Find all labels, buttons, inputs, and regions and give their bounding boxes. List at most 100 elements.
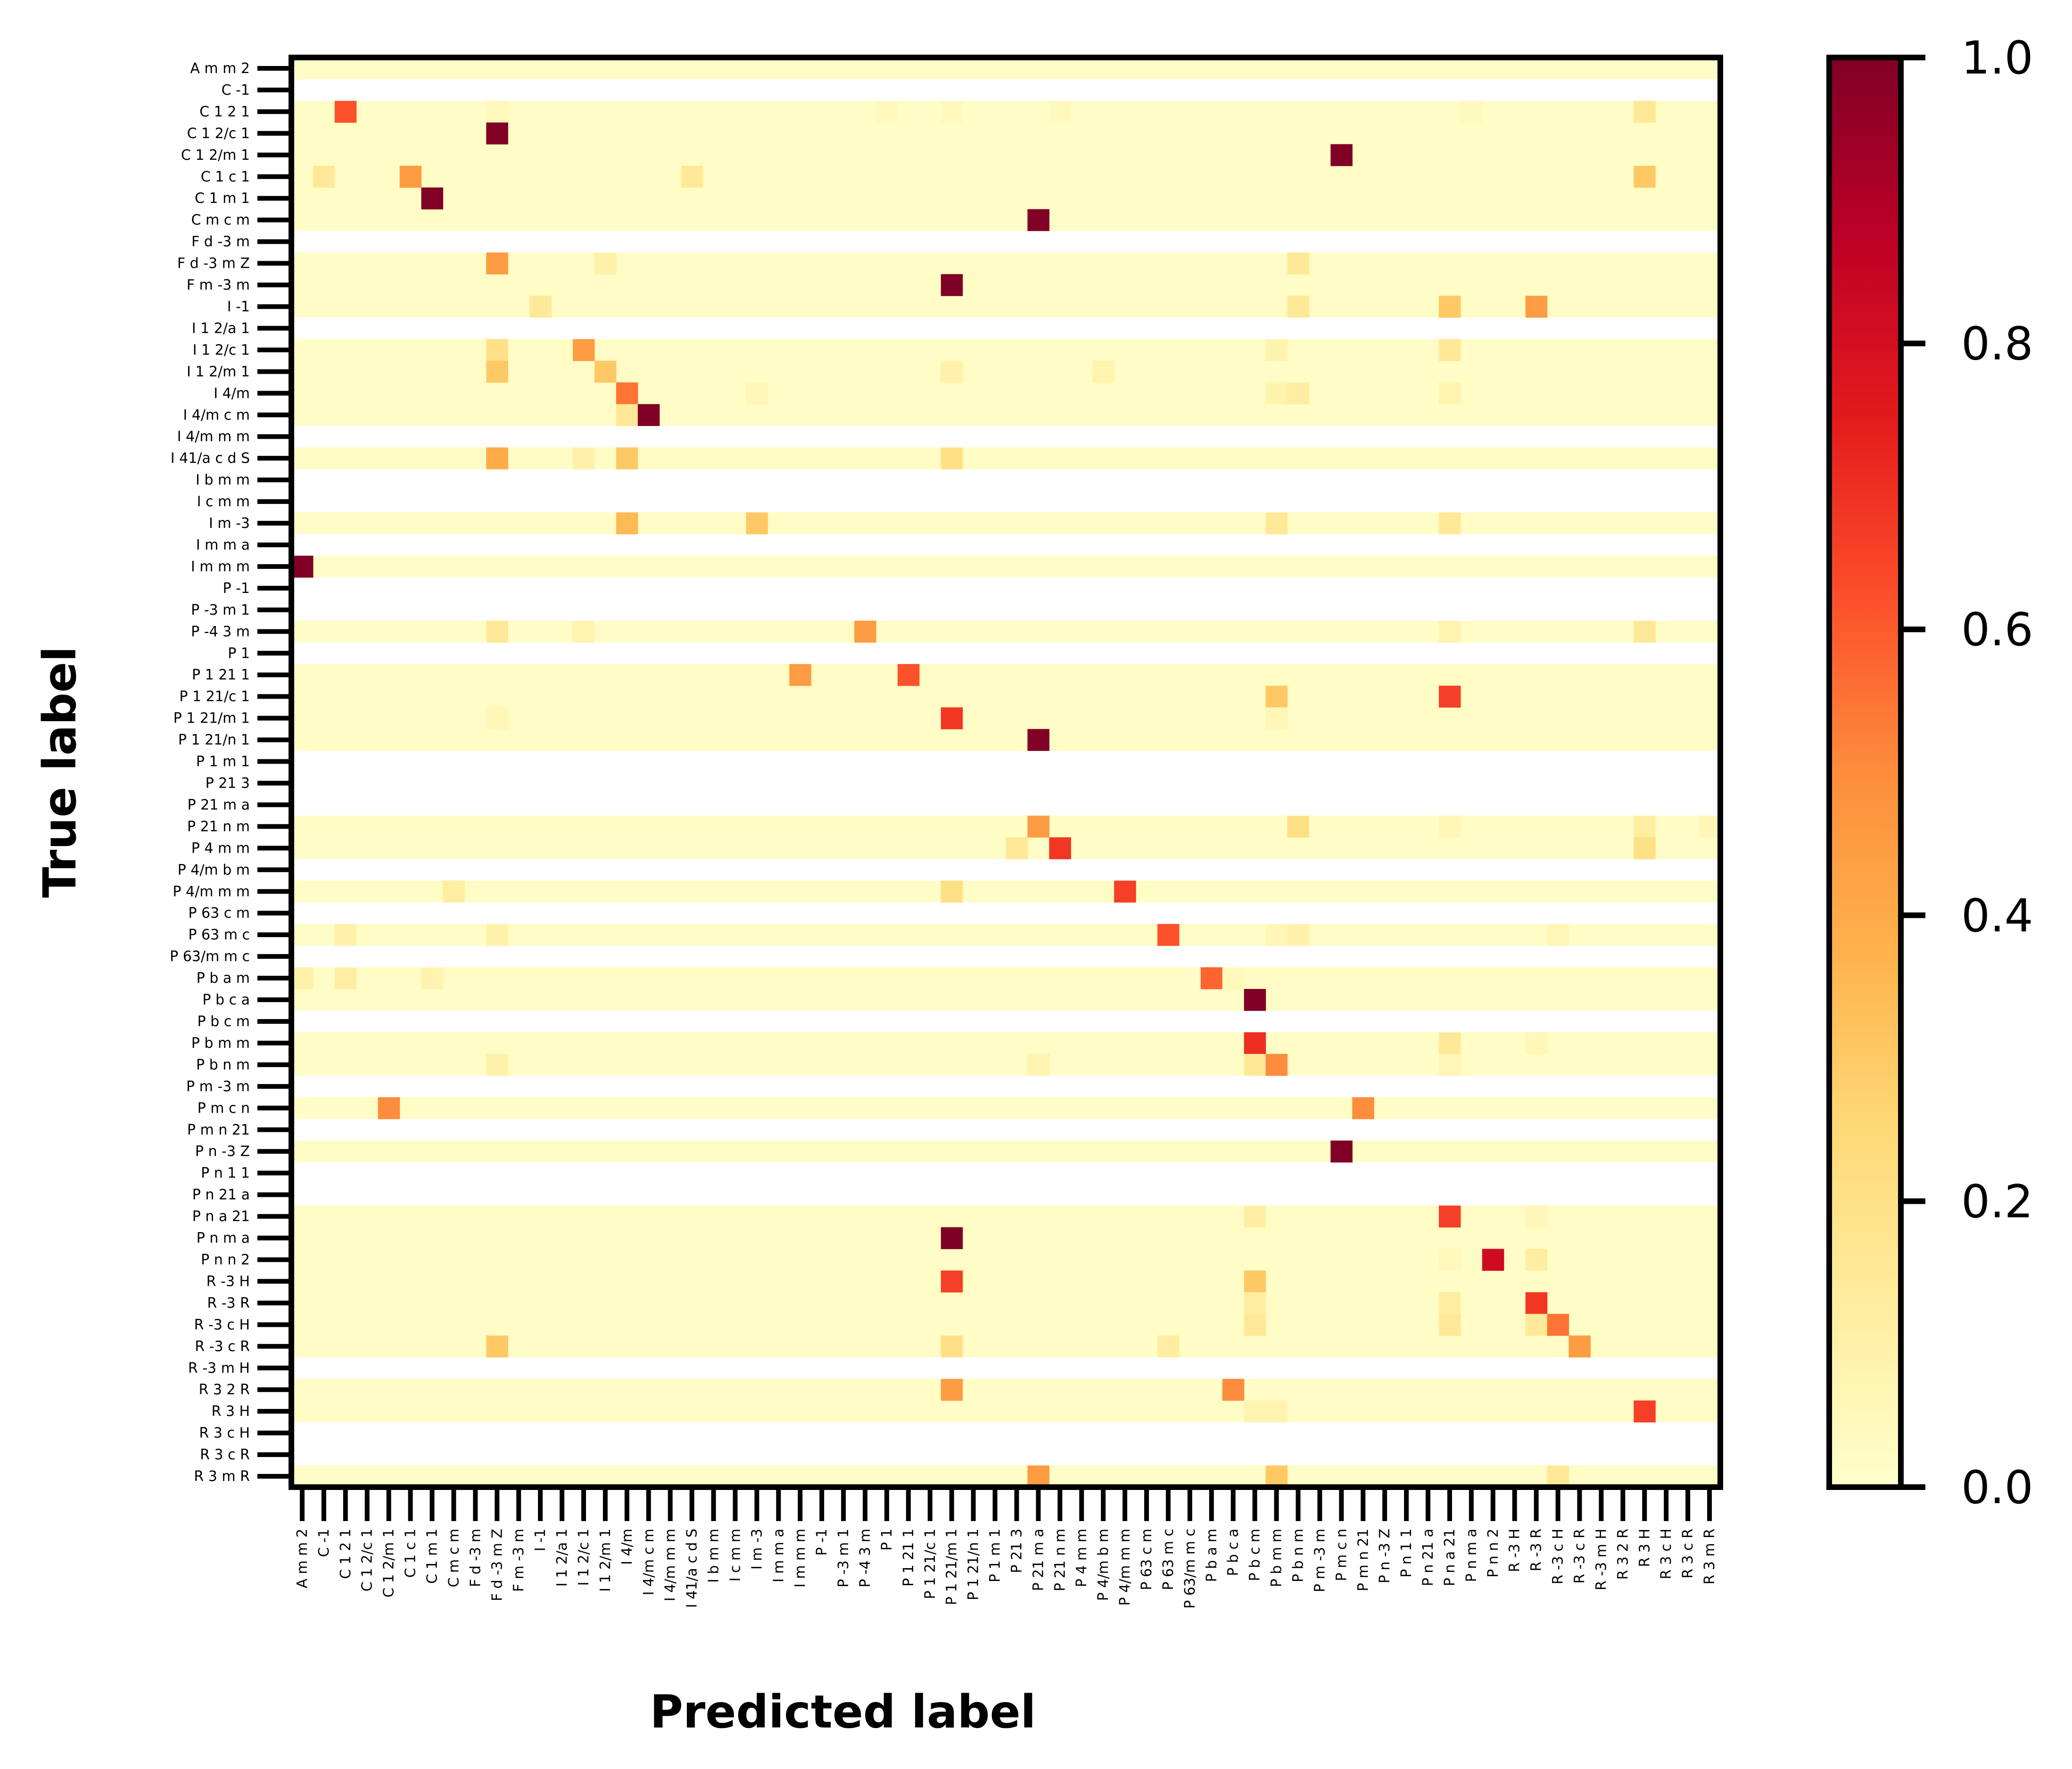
row-background-p-n-n-2 [291,1249,1720,1271]
y-tick-label: P -4 3 m [191,624,250,640]
row-background-r-3-2-r [291,1379,1720,1401]
y-tick-label: I 1 2/m 1 [187,363,250,380]
row-background-p-n-1-1 [291,1162,1720,1185]
row-background-c-1-2-m-1 [291,144,1720,166]
cell-c-1-2-1-p-1-21-m-1 [941,100,963,123]
y-tick-label: P n 1 1 [201,1165,250,1182]
row-background-i-1-2-m-1 [291,361,1720,383]
y-tick-label: P n m a [197,1230,250,1247]
cell-p-1-21-m-1-p-b-m-m [1265,707,1288,730]
x-tick-label: C 1 2/m 1 [381,1529,397,1597]
x-tick-label: C -1 [316,1529,332,1557]
cell-p-63-m-c-p-b-m-m [1265,924,1288,946]
x-tick-label: P n n 2 [1485,1529,1502,1578]
row-background-r-3-h [291,1400,1720,1423]
y-tick-label: R -3 H [206,1273,250,1290]
x-tick-label: I b m m [706,1529,722,1583]
row-background-r-3-c-h [291,1422,1720,1444]
cell-r-3-m-r-r-3-c-h [1547,1465,1569,1488]
x-tick-label: P -3 m 1 [835,1529,852,1588]
x-tick-label: F d -3 m [467,1529,484,1587]
row-background-r-3-c-r [291,1335,1720,1358]
cell-i-1-r-3-r [1525,296,1548,318]
y-tick-label: I -1 [227,298,250,315]
cell-r-3-h-p-1-21-m-1 [941,1270,963,1292]
cell-p-b-c-a-p-b-c-m [1244,989,1266,1011]
y-tick-label: P 63/m m c [170,948,250,965]
x-tick-label: P n -3 Z [1377,1529,1393,1583]
cell-p-b-a-m-p-b-a-m [1200,967,1223,989]
cell-i-m-m-m-a-m-m-2 [291,555,314,578]
cell-p-b-a-m-c-1-2-1 [334,967,357,989]
cell-i-41-a-c-d-s-f-d-3-m-z [486,447,508,469]
x-tick-label: P -4 3 m [857,1529,874,1588]
cell-p-n-a-21-p-b-c-m [1244,1205,1266,1228]
cell-p-b-m-m-p-b-c-m [1244,1032,1266,1054]
cell-i-1-2-c-1-p-n-a-21 [1438,339,1461,361]
cell-p-b-a-m-a-m-m-2 [291,967,314,989]
x-tick-label: P 63 m c [1160,1529,1177,1590]
y-tick-label: P m n 21 [187,1122,250,1138]
cell-c-1-2-c-1-f-d-3-m-z [486,122,508,145]
x-tick-label: R -3 H [1507,1529,1523,1572]
row-background-p-21-3 [291,772,1720,795]
row-background-p-4-3-m [291,620,1720,643]
cell-p-21-n-m-p-b-n-m [1287,815,1310,838]
y-tick-label: P m -3 m [186,1078,250,1095]
y-tick-label: R -3 c R [195,1338,250,1355]
y-axis-title: True label [33,646,86,898]
cell-i-1-2-m-1-p-4-m-b-m [1092,361,1114,383]
row-background-p-b-c-a [291,989,1720,1011]
cell-p-4-m-m-m-p-4-m-m-m [1114,880,1136,903]
y-tick-label: I 1 2/a 1 [192,320,250,337]
x-tick-label: I 1 2/a 1 [554,1529,570,1587]
y-tick-label: C -1 [222,82,250,99]
x-tick-label: C 1 2/c 1 [359,1529,376,1591]
cell-p-m-c-n-p-m-n-21 [1352,1097,1374,1119]
row-background-p-4-m-m-m [291,880,1720,903]
cell-r-3-r-p-n-a-21 [1438,1292,1461,1314]
y-tick-label: I m -3 [209,515,250,532]
cell-c-1-c-1-r-3-h [1634,165,1656,188]
cell-i-4-m-i-4-m [616,382,638,404]
y-tick-label: P b c m [198,1013,250,1030]
cell-p-4-m-m-p-21-3 [1006,837,1028,859]
cell-i-1-2-c-1-i-1-2-c-1 [573,339,595,361]
row-background-r-3-c-h [291,1314,1720,1336]
cell-c-1-c-1-c-1-c-1 [399,165,422,188]
x-tick-label: P 21 3 [1008,1529,1025,1573]
x-tick-label: C 1 2 1 [338,1529,354,1579]
row-background-p-b-a-m [291,967,1720,989]
row-background-p-n-a-21 [291,1205,1720,1228]
cell-r-3-r-p-b-c-m [1244,1292,1266,1314]
y-tick-label: C 1 2 1 [199,104,250,120]
x-tick-label: I m m m [792,1529,809,1588]
x-tick-label: P m n 21 [1355,1529,1371,1591]
cell-i-4-m-i-m-3 [746,382,768,404]
y-tick-label: C 1 2/c 1 [187,125,250,142]
cell-i-m-3-p-b-m-m [1265,512,1288,535]
cell-p-63-m-c-r-3-c-h [1547,924,1569,946]
cell-p-1-21-1-i-m-m-m [789,664,811,686]
x-tick-label: I m -3 [749,1529,765,1570]
y-tick-label: R 3 m R [194,1468,250,1485]
cell-i-41-a-c-d-s-p-1-21-m-1 [941,447,963,469]
x-tick-label: P n a 21 [1442,1529,1458,1586]
cell-p-21-n-m-p-21-m-a [1027,815,1049,838]
y-tick-label: P n a 21 [192,1209,250,1225]
row-background-p-n-m-a [291,1227,1720,1250]
cell-r-3-2-r-p-1-21-m-1 [941,1379,963,1401]
row-background-p-m-3-m [291,1075,1720,1098]
colorbar-tick-label: 0.2 [1961,1175,2033,1228]
x-tick-label: F m -3 m [511,1529,527,1592]
cell-i-m-3-i-4-m [616,512,638,535]
cell-f-d-3-m-z-p-b-n-m [1287,252,1310,275]
y-tick-label: I 41/a c d S [171,450,250,467]
x-tick-label: I 4/m m m [662,1529,679,1601]
row-background-r-3-r [291,1292,1720,1314]
x-tick-label: R 3 2 R [1615,1529,1631,1580]
row-background-p-1-21-n-1 [291,729,1720,751]
cell-i-4-m-p-b-n-m [1287,382,1310,404]
row-background-i-c-m-m [291,491,1720,513]
x-tick-label: P 1 21/m 1 [944,1529,960,1605]
